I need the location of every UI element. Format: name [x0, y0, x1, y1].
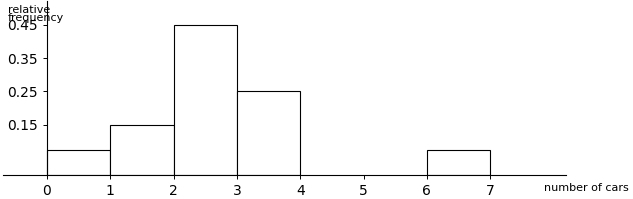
Text: relative: relative — [8, 5, 50, 15]
Text: number of cars: number of cars — [544, 183, 629, 193]
Bar — [427, 150, 490, 175]
Bar — [237, 91, 300, 175]
Bar — [47, 150, 110, 175]
Bar — [110, 125, 173, 175]
Text: frequency: frequency — [8, 13, 64, 23]
Bar — [173, 25, 237, 175]
